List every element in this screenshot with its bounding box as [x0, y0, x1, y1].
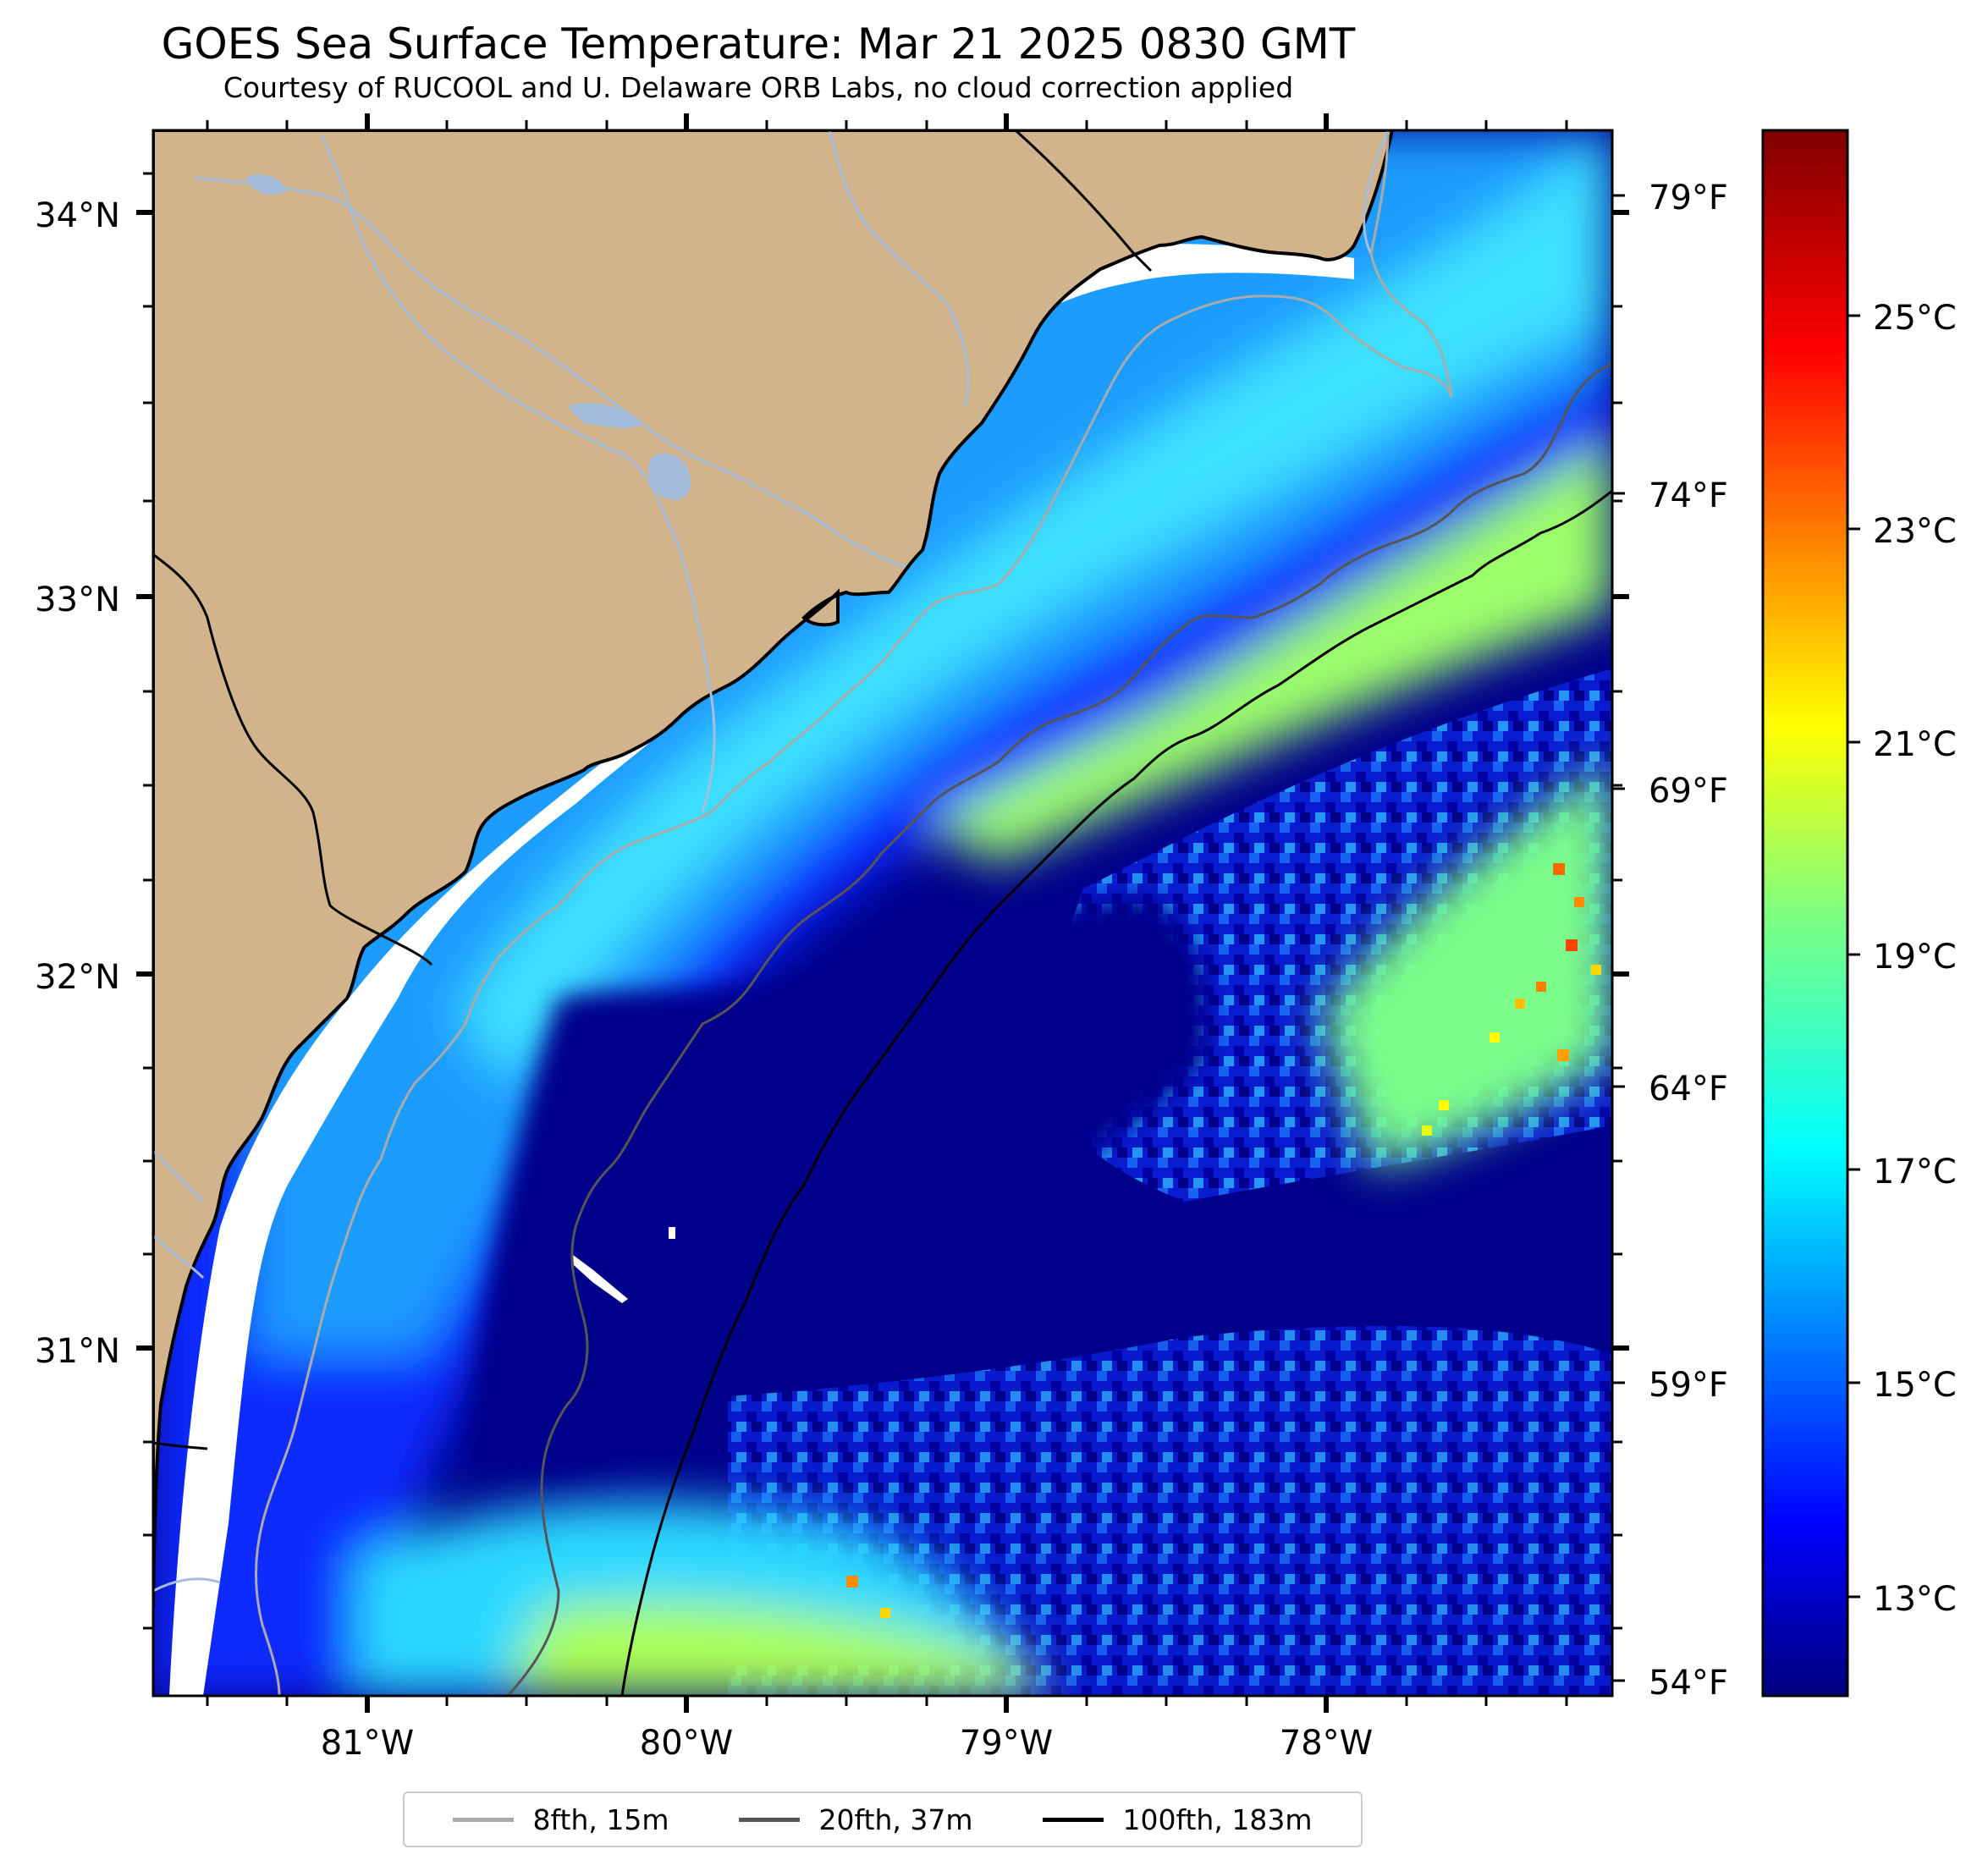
isobath-100fth — [620, 489, 1612, 1696]
lat-label-34n: 34°N — [35, 196, 120, 235]
warm-speckles — [846, 863, 1601, 1618]
lon-label-78w: 78°W — [1280, 1724, 1373, 1763]
legend-item-100fth: 100fth, 183m — [1043, 1803, 1312, 1836]
map-area — [153, 130, 1612, 1696]
isobath-8fth-north — [1369, 130, 1453, 399]
lake — [567, 403, 643, 428]
legend-label-8fth: 8fth, 15m — [532, 1802, 669, 1836]
state-borders — [153, 130, 1153, 1450]
no-data-pixel — [669, 1227, 675, 1239]
lon-label-79w: 79°W — [960, 1724, 1053, 1763]
isobath-8fth — [255, 294, 1453, 1696]
fahrenheit-ticks — [1612, 194, 1625, 1682]
f-label-79: 79°F — [1649, 179, 1728, 217]
c-label-17: 17°C — [1873, 1153, 1957, 1191]
isobath-20fth — [506, 362, 1612, 1696]
coastal-no-data-band — [169, 244, 1354, 1696]
no-data-fleck — [573, 1255, 628, 1303]
legend-swatch-100fth — [1043, 1817, 1104, 1822]
f-label-59: 59°F — [1649, 1366, 1728, 1405]
c-label-15: 15°C — [1873, 1366, 1957, 1405]
legend-item-20fth: 20fth, 37m — [739, 1803, 972, 1836]
lon-label-81w: 81°W — [321, 1724, 414, 1763]
dark-water-patch — [474, 897, 1209, 1471]
lat-label-32n: 32°N — [35, 958, 120, 997]
c-label-13: 13°C — [1873, 1580, 1957, 1619]
legend-label-100fth: 100fth, 183m — [1122, 1802, 1313, 1836]
lat-label-33n: 33°N — [35, 581, 120, 619]
land-mass — [153, 130, 1395, 1609]
f-label-54: 54°F — [1649, 1664, 1728, 1703]
rivers — [153, 130, 1390, 1593]
isobath-legend: 8fth, 15m 20fth, 37m 100fth, 183m — [403, 1791, 1363, 1847]
minor-ticks — [143, 120, 1622, 1706]
lake — [648, 454, 691, 500]
legend-swatch-8fth — [453, 1817, 515, 1822]
f-label-64: 64°F — [1649, 1070, 1728, 1109]
legend-label-20fth: 20fth, 37m — [818, 1802, 973, 1836]
legend-item-8fth: 8fth, 15m — [453, 1803, 669, 1836]
c-label-23: 23°C — [1873, 512, 1957, 551]
c-label-21: 21°C — [1873, 725, 1957, 764]
colorbar — [1761, 129, 1849, 1698]
legend-swatch-20fth — [739, 1817, 801, 1822]
map-title: GOES Sea Surface Temperature: Mar 21 202… — [161, 19, 1356, 69]
lon-label-80w: 80°W — [640, 1724, 733, 1763]
f-label-69: 69°F — [1649, 772, 1728, 811]
colorbar-ticks — [1848, 314, 1860, 1599]
lat-label-31n: 31°N — [35, 1332, 120, 1371]
c-label-19: 19°C — [1873, 938, 1957, 977]
f-label-74: 74°F — [1649, 476, 1728, 515]
major-ticks — [136, 113, 1629, 1713]
c-label-25: 25°C — [1873, 299, 1957, 338]
lake — [245, 173, 288, 195]
map-subtitle: Courtesy of RUCOOL and U. Delaware ORB L… — [223, 71, 1294, 104]
map-frame — [151, 129, 1614, 1698]
